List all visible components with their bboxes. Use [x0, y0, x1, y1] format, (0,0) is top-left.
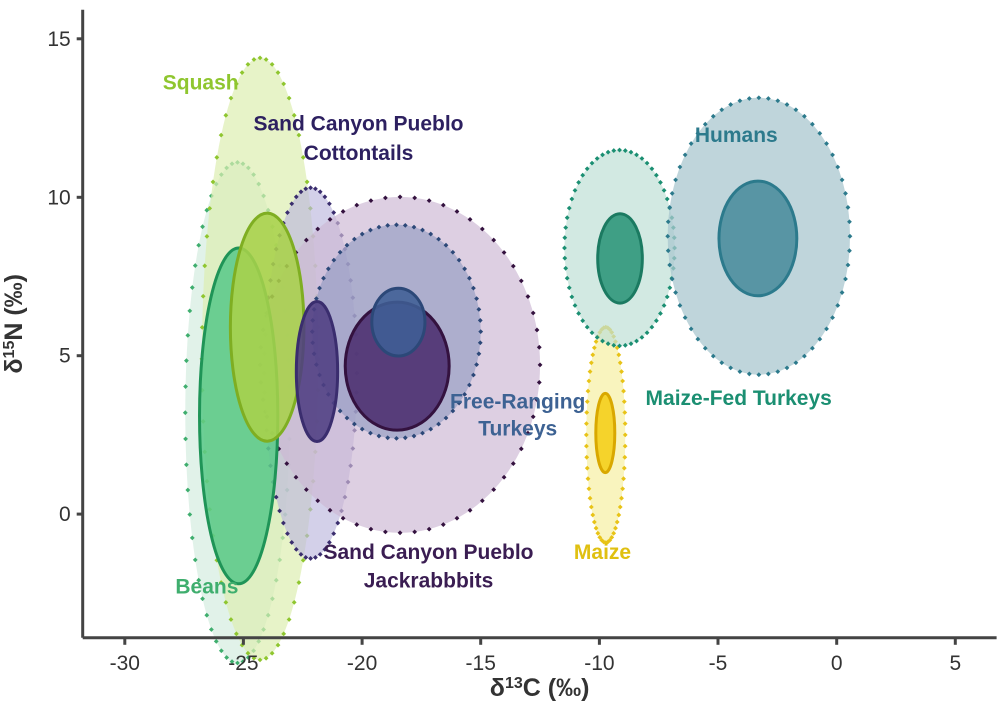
svg-text:Sand Canyon Pueblo: Sand Canyon Pueblo [253, 113, 463, 136]
svg-text:-30: -30 [110, 652, 140, 675]
svg-text:Sand Canyon Pueblo: Sand Canyon Pueblo [323, 541, 533, 564]
svg-text:Free-Ranging: Free-Ranging [450, 391, 585, 414]
svg-text:-20: -20 [347, 652, 377, 675]
svg-text:5: 5 [949, 652, 961, 675]
svg-text:Cottontails: Cottontails [304, 142, 414, 165]
svg-text:-10: -10 [584, 652, 614, 675]
svg-text:0: 0 [831, 652, 843, 675]
svg-text:-15: -15 [466, 652, 496, 675]
svg-text:Jackrabbbits: Jackrabbbits [364, 569, 494, 592]
svg-text:15: 15 [47, 28, 70, 51]
svg-text:0: 0 [59, 503, 71, 526]
svg-text:δ15N (‰): δ15N (‰) [0, 274, 28, 374]
svg-text:-25: -25 [228, 652, 258, 675]
svg-text:Beans: Beans [175, 575, 238, 598]
svg-text:10: 10 [47, 186, 70, 209]
svg-text:Maize: Maize [574, 541, 631, 564]
svg-text:5: 5 [59, 345, 71, 368]
svg-text:δ13C (‰): δ13C (‰) [490, 674, 590, 702]
svg-text:Turkeys: Turkeys [478, 418, 557, 441]
svg-text:-5: -5 [709, 652, 728, 675]
svg-text:Maize-Fed Turkeys: Maize-Fed Turkeys [646, 387, 832, 410]
svg-text:Humans: Humans [695, 124, 778, 147]
svg-text:Squash: Squash [163, 72, 239, 95]
